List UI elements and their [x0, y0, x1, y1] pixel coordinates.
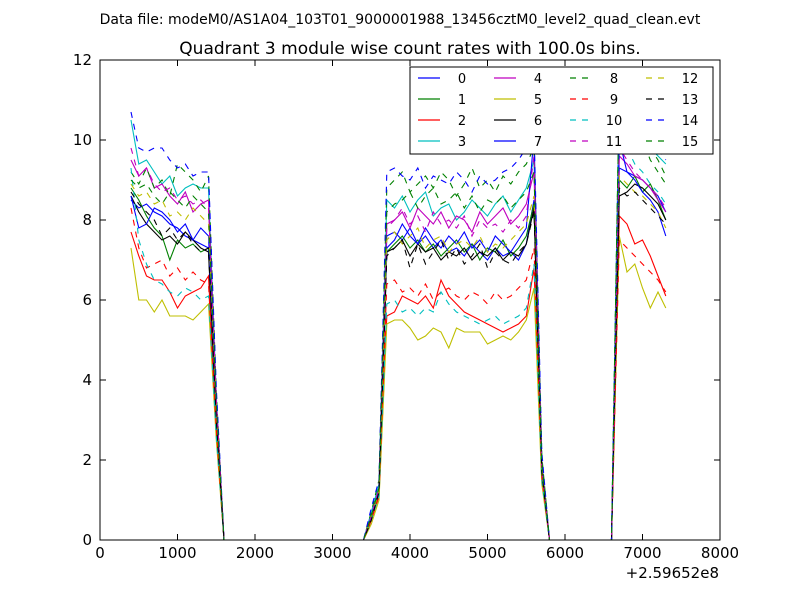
- y-tick-label: 2: [82, 451, 92, 469]
- legend-label-14: 14: [682, 114, 699, 129]
- y-tick-label: 12: [73, 51, 92, 69]
- x-tick-label: 0: [95, 544, 105, 562]
- plot-area: 0 1000 2000 3000 4000 5000 6000 7000 8000 0 2 4 6 8 1…: [73, 51, 739, 582]
- x-tick-label: 6000: [546, 544, 584, 562]
- x-tick-label: 3000: [313, 544, 351, 562]
- y-tick-label: 6: [82, 291, 92, 309]
- legend-label-15: 15: [682, 135, 699, 150]
- legend-label-13: 13: [682, 93, 699, 108]
- legend-frame: [409, 66, 714, 155]
- legend-label-10: 10: [606, 114, 623, 129]
- x-tick-label: 7000: [623, 544, 661, 562]
- legend-label-5: 5: [534, 93, 542, 108]
- legend-label-4: 4: [534, 72, 542, 87]
- legend-label-11: 11: [606, 135, 623, 150]
- legend-label-7: 7: [534, 135, 542, 150]
- x-tick-label: 2000: [236, 544, 274, 562]
- x-tick-label: 4000: [391, 544, 429, 562]
- y-tick-label: 0: [82, 531, 92, 549]
- chart-title: Quadrant 3 module wise count rates with …: [179, 39, 640, 59]
- series-layer: [130, 83, 667, 540]
- legend-label-12: 12: [682, 72, 699, 87]
- y-tick-label: 10: [73, 131, 92, 149]
- x-axis: 0 1000 2000 3000 4000 5000 6000 7000 8000: [95, 60, 739, 562]
- legend-label-2: 2: [458, 114, 466, 129]
- x-tick-label: 5000: [468, 544, 506, 562]
- y-tick-label: 4: [82, 371, 92, 389]
- series-line-11: [130, 146, 667, 540]
- x-tick-label: 1000: [158, 544, 196, 562]
- legend-label-3: 3: [458, 135, 466, 150]
- y-tick-label: 8: [82, 211, 92, 229]
- legend-label-9: 9: [610, 93, 618, 108]
- legend-label-1: 1: [458, 93, 466, 108]
- legend-label-0: 0: [458, 72, 466, 87]
- x-axis-offset-label: +2.59652e8: [626, 564, 719, 582]
- legend-label-8: 8: [610, 72, 618, 87]
- x-tick-label: 8000: [701, 544, 739, 562]
- figure-suptitle: Data file: modeM0/AS1A04_103T01_90000019…: [100, 12, 701, 28]
- legend-label-6: 6: [534, 114, 542, 129]
